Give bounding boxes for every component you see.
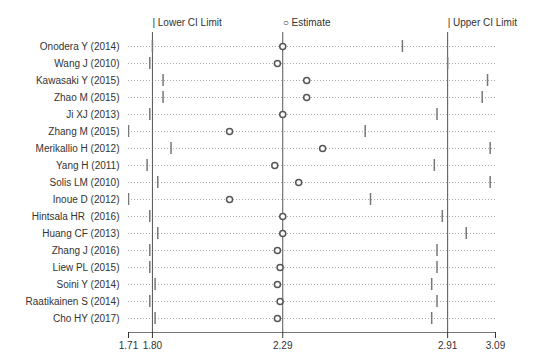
- svg-text:1.71: 1.71: [119, 340, 139, 351]
- svg-text:2.91: 2.91: [438, 340, 458, 351]
- svg-text:Yang H (2011): Yang H (2011): [56, 160, 120, 171]
- svg-text:2.29: 2.29: [273, 340, 293, 351]
- svg-text:3.09: 3.09: [486, 340, 506, 351]
- svg-text:Zhang J (2016): Zhang J (2016): [52, 245, 120, 256]
- svg-text:Soini Y (2014): Soini Y (2014): [56, 279, 119, 290]
- svg-text:Merikallio H (2012): Merikallio H (2012): [36, 143, 120, 154]
- svg-text:Ji XJ (2013): Ji XJ (2013): [66, 109, 119, 120]
- svg-text:| Upper CI Limit: | Upper CI Limit: [448, 17, 518, 28]
- svg-text:○ Estimate: ○ Estimate: [283, 17, 331, 28]
- svg-text:Hintsala HR (2016): Hintsala HR (2016): [32, 211, 120, 222]
- svg-text:Wang J (2010): Wang J (2010): [54, 58, 119, 69]
- svg-text:Cho HY (2017): Cho HY (2017): [53, 313, 120, 324]
- svg-text:Zhang M (2015): Zhang M (2015): [48, 126, 119, 137]
- svg-text:Solis LM (2010): Solis LM (2010): [49, 177, 119, 188]
- svg-text:Raatikainen S (2014): Raatikainen S (2014): [26, 296, 120, 307]
- svg-text:Inoue D (2012): Inoue D (2012): [53, 194, 120, 205]
- svg-text:1.80: 1.80: [143, 340, 163, 351]
- svg-text:Liew PL (2015): Liew PL (2015): [53, 262, 120, 273]
- svg-text:Onodera Y (2014): Onodera Y (2014): [40, 41, 120, 52]
- svg-text:Kawasaki Y (2015): Kawasaki Y (2015): [36, 75, 120, 86]
- svg-text:| Lower CI Limit: | Lower CI Limit: [152, 17, 222, 28]
- svg-text:Zhao M (2015): Zhao M (2015): [54, 92, 120, 103]
- svg-text:Huang CF (2013): Huang CF (2013): [42, 228, 119, 239]
